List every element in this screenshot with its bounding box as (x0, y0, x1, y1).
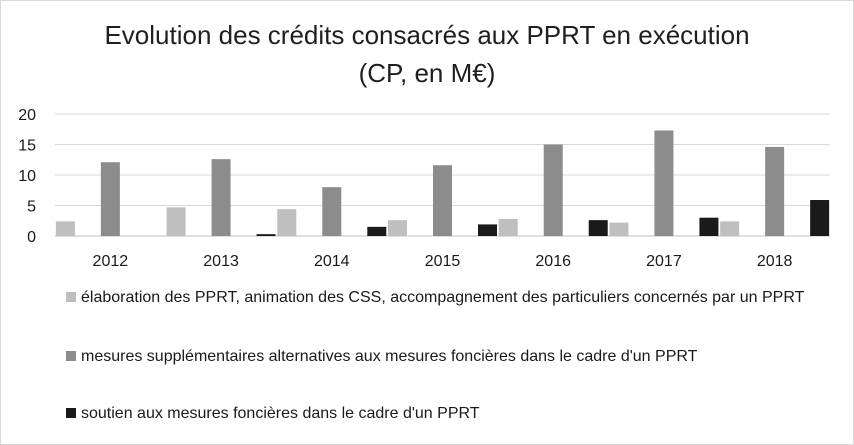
x-tick-label: 2013 (203, 253, 239, 270)
y-tick-label: 20 (18, 107, 36, 124)
bar (211, 159, 231, 236)
legend-item-soutien-foncier: soutien aux mesures foncières dans le ca… (66, 402, 811, 425)
bar (588, 220, 608, 236)
bar (609, 222, 629, 236)
x-tick-label: 2014 (314, 253, 350, 270)
bar (478, 224, 497, 236)
legend-label: élaboration des PPRT, animation des CSS,… (81, 289, 805, 306)
bar (543, 144, 563, 236)
y-tick-label: 0 (27, 229, 36, 246)
bar (433, 165, 452, 236)
legend-label: soutien aux mesures foncières dans le ca… (81, 405, 480, 422)
x-tick-label: 2012 (93, 253, 129, 270)
legend-item-elaboration: élaboration des PPRT, animation des CSS,… (66, 286, 811, 309)
bar (100, 162, 120, 236)
y-tick-label: 5 (27, 199, 36, 216)
y-tick-label: 15 (18, 138, 36, 155)
bar (720, 221, 740, 236)
legend-swatch (66, 292, 76, 302)
bar (256, 234, 276, 236)
chart-subtitle: (CP, en M€) (358, 58, 496, 88)
bar (498, 218, 518, 236)
bar (367, 226, 387, 236)
x-tick-label: 2017 (646, 253, 682, 270)
x-tick-label: 2018 (757, 253, 793, 270)
bar (166, 207, 186, 236)
bar (277, 209, 297, 236)
chart-title: Evolution des crédits consacrés aux PPRT… (104, 20, 750, 50)
bar (699, 217, 719, 236)
y-tick-label: 10 (18, 168, 36, 185)
x-tick-label: 2016 (535, 253, 571, 270)
bar (810, 200, 830, 236)
legend-label: mesures supplémentaires alternatives aux… (81, 348, 698, 365)
bar (654, 130, 674, 236)
bar (765, 146, 785, 236)
legend-item-mesures-supplementaires: mesures supplémentaires alternatives aux… (66, 345, 811, 368)
bar (55, 221, 75, 236)
x-tick-label: 2015 (425, 253, 461, 270)
legend-swatch (66, 408, 76, 418)
legend-swatch (66, 351, 76, 361)
bar (388, 220, 407, 236)
bar (322, 187, 342, 236)
